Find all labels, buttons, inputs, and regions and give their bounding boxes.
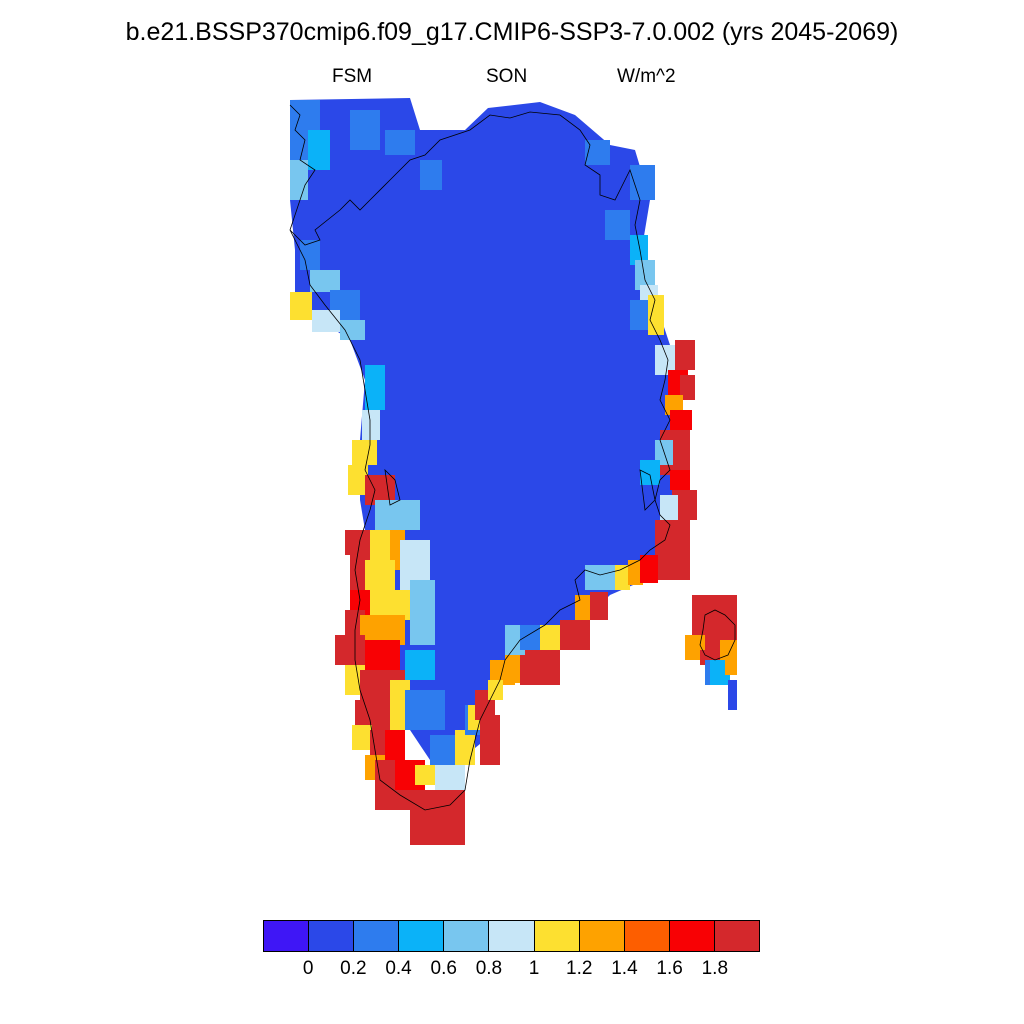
colorbar-tick-label: 1.2 [566, 958, 593, 979]
colorbar-segment [444, 921, 490, 951]
colorbar-segment [354, 921, 400, 951]
units-label: W/m^2 [617, 66, 676, 87]
season-label: SON [486, 66, 528, 87]
colorbar-tick-label: 0.6 [430, 958, 457, 979]
iceland [685, 595, 737, 710]
colorbar-segment [714, 921, 760, 951]
colorbar-segment [264, 921, 310, 951]
colorbar-tick-label: 0 [302, 958, 314, 979]
southern-tip [430, 660, 515, 765]
colorbar-tick-label: 1.6 [656, 958, 683, 979]
colorbar-tick-label: 0.2 [340, 958, 367, 979]
colorbar-tick-label: 0.8 [475, 958, 503, 979]
field-label: FSM [332, 66, 373, 87]
colorbar-segment [579, 921, 625, 951]
colorbar-segment [489, 921, 535, 951]
northeast-coast [585, 140, 664, 335]
colorbar-tick-label: 1.4 [611, 958, 638, 979]
colorbar-segment [624, 921, 670, 951]
colorbar-segment [534, 921, 580, 951]
plot-title: b.e21.BSSP370cmip6.f09_g17.CMIP6-SSP3-7.… [125, 18, 899, 46]
colorbar-segment [309, 921, 355, 951]
colorbar-tick-label: 1 [528, 958, 540, 979]
coastline [289, 104, 736, 811]
southwest-coast [335, 365, 465, 845]
colorbar-tick-label: 1.8 [701, 958, 729, 979]
southeast-coast [505, 555, 658, 685]
colorbar-segment [399, 921, 445, 951]
colorbar-ticks: 0 0.2 0.4 0.6 0.8 1 1.2 1.4 1.6 1.8 [0, 958, 1024, 988]
colorbar-segment [669, 921, 715, 951]
colorbar-tick-label: 0.4 [385, 958, 412, 979]
colorbar [263, 920, 760, 952]
